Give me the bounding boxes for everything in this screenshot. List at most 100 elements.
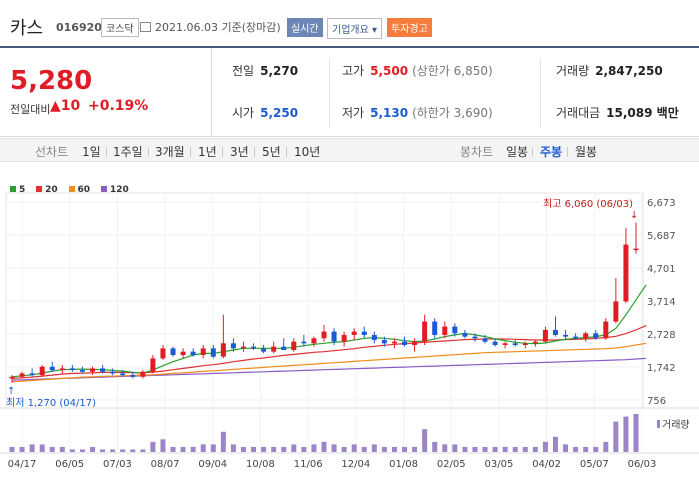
candle — [160, 344, 166, 361]
candle-body — [412, 341, 418, 345]
volume-bar — [210, 444, 216, 452]
section-divider — [0, 136, 699, 137]
investment-warning-badge[interactable]: 투자경고 — [387, 18, 432, 37]
period-3y-button[interactable]: 3년 — [230, 145, 249, 159]
volume-bar — [281, 446, 287, 452]
candle-body — [391, 341, 397, 344]
candle-daily-button[interactable]: 일봉 — [506, 145, 529, 159]
legend-swatch-ma120 — [100, 186, 107, 192]
candle-body — [100, 368, 106, 372]
candle — [563, 329, 569, 340]
candle — [49, 361, 55, 372]
candle-weekly-button[interactable]: 주봉 — [540, 145, 563, 159]
stat-amount-label: 거래대금 — [556, 106, 601, 120]
x-tick-label: 04/02 — [532, 459, 561, 470]
candle-body — [512, 343, 518, 345]
candle — [210, 344, 216, 359]
stat-prev: 전일 5,270 — [232, 62, 298, 79]
candle — [150, 355, 156, 374]
toolbar-separator — [567, 147, 568, 157]
period-3m-button[interactable]: 3개월 — [155, 145, 185, 159]
candle-body — [79, 370, 85, 372]
candle-body — [522, 343, 528, 345]
candle — [402, 336, 408, 347]
market-badge: 코스닥 — [101, 18, 139, 37]
volume-bar — [563, 444, 569, 452]
candle — [532, 339, 538, 347]
candle — [120, 370, 126, 377]
candle — [422, 314, 428, 345]
volume-bar — [422, 429, 428, 452]
y-tick-label: 5,687 — [647, 231, 676, 242]
stat-open: 시가 5,250 — [232, 104, 298, 121]
candle — [240, 341, 246, 352]
toolbar-separator — [254, 147, 255, 157]
candle-body — [593, 333, 599, 339]
stat-volume-label: 거래량 — [556, 64, 590, 78]
x-tick-label: 01/08 — [389, 459, 418, 470]
volume-bar — [240, 446, 246, 452]
volume-bar — [593, 446, 599, 452]
stat-volume-value: 2,847,250 — [595, 64, 663, 78]
volume-bar — [110, 449, 116, 452]
candle-body — [552, 329, 558, 335]
period-1w-button[interactable]: 1주일 — [113, 145, 143, 159]
period-1d-button[interactable]: 1일 — [82, 145, 101, 159]
candle-body — [311, 338, 317, 344]
candle-body — [341, 334, 347, 342]
candle-body — [200, 348, 206, 356]
candle — [130, 371, 136, 379]
candle-monthly-button[interactable]: 월봉 — [575, 145, 598, 159]
volume-bar — [573, 446, 579, 452]
volume-bar — [341, 446, 347, 452]
x-tick-label: 08/07 — [151, 459, 180, 470]
candle — [220, 314, 226, 359]
volume-bar — [452, 444, 458, 452]
candle-body — [170, 348, 176, 356]
volume-bar — [502, 446, 508, 452]
candle-body — [110, 371, 116, 374]
volume-legend-swatch — [657, 420, 660, 428]
x-tick-label: 06/03 — [628, 459, 657, 470]
candle-body — [442, 326, 448, 335]
candle-body — [532, 341, 538, 344]
period-10y-button[interactable]: 10년 — [294, 145, 321, 159]
high-arrow-icon: ↓ — [630, 210, 638, 221]
candle — [39, 365, 45, 377]
company-info-dropdown[interactable]: 기업개요 ▾ — [327, 18, 382, 39]
y-tick-label: 756 — [647, 396, 666, 407]
x-tick-label: 12/04 — [341, 459, 370, 470]
candle — [542, 326, 548, 344]
period-5y-button[interactable]: 5년 — [262, 145, 281, 159]
change-percent: +0.19% — [88, 98, 149, 114]
candle — [321, 324, 327, 342]
candle — [442, 321, 448, 339]
candle — [462, 329, 468, 339]
candle — [502, 341, 508, 349]
candle — [522, 341, 528, 349]
candle-body — [361, 331, 367, 335]
candle-body — [381, 339, 387, 344]
x-tick-label: 06/05 — [55, 459, 84, 470]
volume-bar — [623, 416, 629, 452]
candle — [381, 336, 387, 347]
period-1y-button[interactable]: 1년 — [198, 145, 217, 159]
candle — [200, 344, 206, 359]
volume-bar — [361, 446, 367, 452]
candle-body — [502, 343, 508, 345]
candle-body — [69, 368, 75, 371]
candle-body — [140, 371, 146, 377]
x-axis: 04/17 06/05 07/03 08/07 09/04 10/08 11/06 12/04… — [8, 459, 657, 470]
realtime-button[interactable]: 실시간 — [287, 18, 323, 37]
line-chart-label: 선차트 — [35, 145, 69, 159]
candle-body — [120, 373, 126, 376]
volume-bar — [69, 449, 75, 452]
candle — [633, 222, 639, 254]
quote-date-text: 2021.06.03 기준(장마감) — [155, 21, 281, 34]
x-tick-label: 07/03 — [103, 459, 132, 470]
candle — [79, 366, 85, 374]
volume-bar — [9, 446, 15, 452]
volume-bar — [230, 444, 236, 452]
volume-bar — [160, 439, 166, 452]
